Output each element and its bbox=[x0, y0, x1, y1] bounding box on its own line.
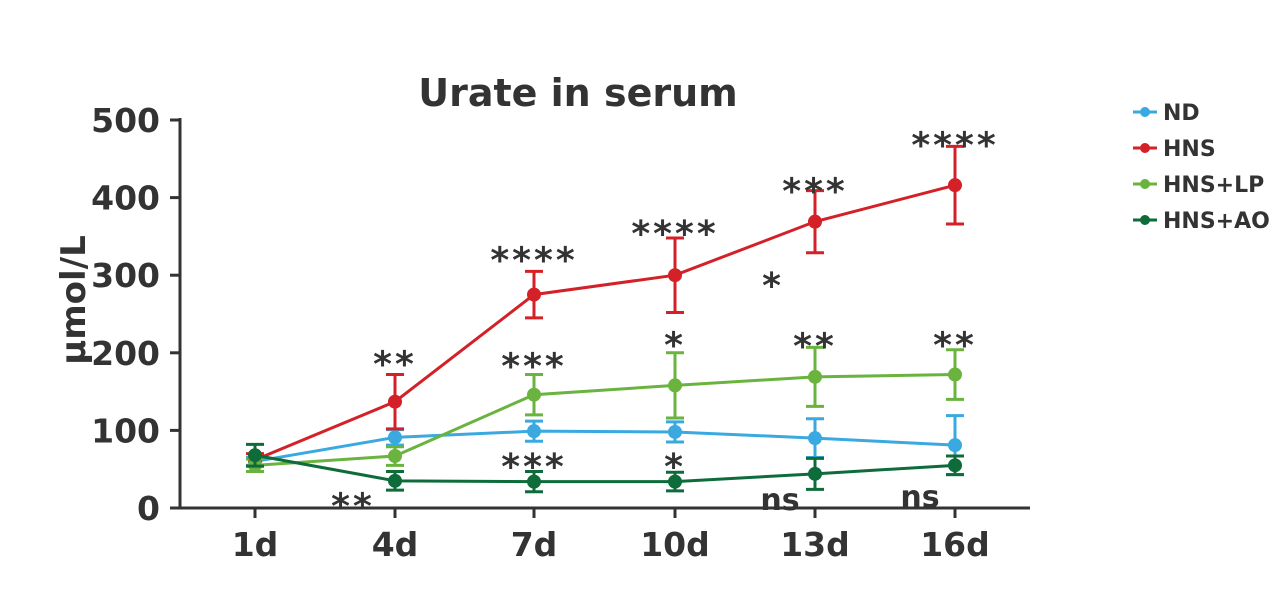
legend-item: HNS bbox=[1133, 137, 1216, 162]
x-tick-label: 1d bbox=[232, 525, 279, 564]
legend-item: ND bbox=[1133, 101, 1200, 126]
data-point bbox=[668, 424, 682, 439]
legend-swatch-marker bbox=[1140, 215, 1150, 225]
legend: ND HNS HNS+LP HNS+AO bbox=[1133, 101, 1270, 234]
significance-label: ns bbox=[760, 483, 799, 518]
series-line bbox=[254, 453, 956, 484]
data-point bbox=[388, 430, 402, 445]
legend-swatch-marker bbox=[1140, 143, 1150, 153]
data-point bbox=[948, 178, 962, 193]
data-point bbox=[808, 214, 822, 229]
significance-label: * bbox=[664, 326, 686, 367]
data-point bbox=[527, 287, 541, 302]
y-tick-label: 100 bbox=[91, 411, 160, 450]
data-point bbox=[668, 474, 682, 489]
legend-swatch-marker bbox=[1140, 107, 1150, 117]
series-hns-ao bbox=[246, 442, 964, 494]
significance-label: ** bbox=[933, 326, 977, 367]
y-tick-label: 0 bbox=[137, 489, 160, 528]
data-point bbox=[388, 449, 402, 464]
x-tick-label: 13d bbox=[780, 525, 850, 564]
significance-label: *** bbox=[782, 171, 847, 212]
data-point bbox=[527, 424, 541, 439]
x-tick-label: 16d bbox=[920, 525, 990, 564]
data-point bbox=[527, 387, 541, 402]
series-line bbox=[254, 183, 956, 462]
significance-label: **** bbox=[631, 214, 718, 255]
data-point bbox=[527, 474, 541, 489]
legend-label: HNS+LP bbox=[1163, 173, 1264, 198]
data-point bbox=[808, 431, 822, 446]
chart-title: Urate in serum bbox=[418, 71, 738, 115]
significance-annotations: ********************** ** ******* *ns ns bbox=[331, 126, 998, 528]
y-tick-label: 400 bbox=[91, 179, 160, 218]
series-hns bbox=[246, 144, 964, 468]
data-point bbox=[668, 268, 682, 283]
x-tick-label: 7d bbox=[511, 525, 558, 564]
x-tick-label: 10d bbox=[640, 525, 710, 564]
series-layer bbox=[246, 144, 964, 494]
significance-label: *** bbox=[501, 447, 566, 488]
y-tick-label: 300 bbox=[91, 256, 160, 295]
significance-label: ** bbox=[373, 344, 417, 385]
y-tick-label: 200 bbox=[91, 334, 160, 373]
series-line bbox=[254, 373, 956, 467]
significance-label: ** bbox=[793, 327, 837, 368]
y-axis-label: μmol/L bbox=[54, 235, 94, 365]
series-line bbox=[254, 429, 956, 463]
x-tick-label: 4d bbox=[372, 525, 419, 564]
data-point bbox=[808, 466, 822, 481]
data-point bbox=[668, 378, 682, 393]
legend-swatch-marker bbox=[1140, 179, 1150, 189]
significance-label: * bbox=[664, 447, 686, 488]
legend-label: HNS+AO bbox=[1163, 209, 1270, 234]
significance-label: ** bbox=[331, 486, 375, 527]
significance-label: **** bbox=[911, 126, 998, 167]
data-point bbox=[948, 458, 962, 473]
legend-label: ND bbox=[1163, 101, 1200, 126]
data-point bbox=[388, 473, 402, 488]
data-point bbox=[948, 438, 962, 453]
data-point bbox=[388, 394, 402, 409]
data-point bbox=[248, 448, 262, 463]
series-nd bbox=[246, 414, 964, 477]
legend-item: HNS+LP bbox=[1133, 173, 1264, 198]
data-point bbox=[808, 369, 822, 384]
data-point bbox=[948, 367, 962, 382]
significance-label: **** bbox=[490, 240, 577, 281]
significance-label: *** bbox=[501, 347, 566, 388]
axes: 0 100 200 300 400 500 1d 4d 7d 10d 13d 16d bbox=[91, 101, 1030, 564]
series-hns-lp bbox=[246, 345, 964, 474]
legend-item: HNS+AO bbox=[1133, 209, 1270, 234]
significance-label: * bbox=[762, 266, 784, 307]
y-tick-label: 500 bbox=[91, 101, 160, 140]
significance-label: ns bbox=[900, 480, 939, 515]
legend-label: HNS bbox=[1163, 137, 1216, 162]
